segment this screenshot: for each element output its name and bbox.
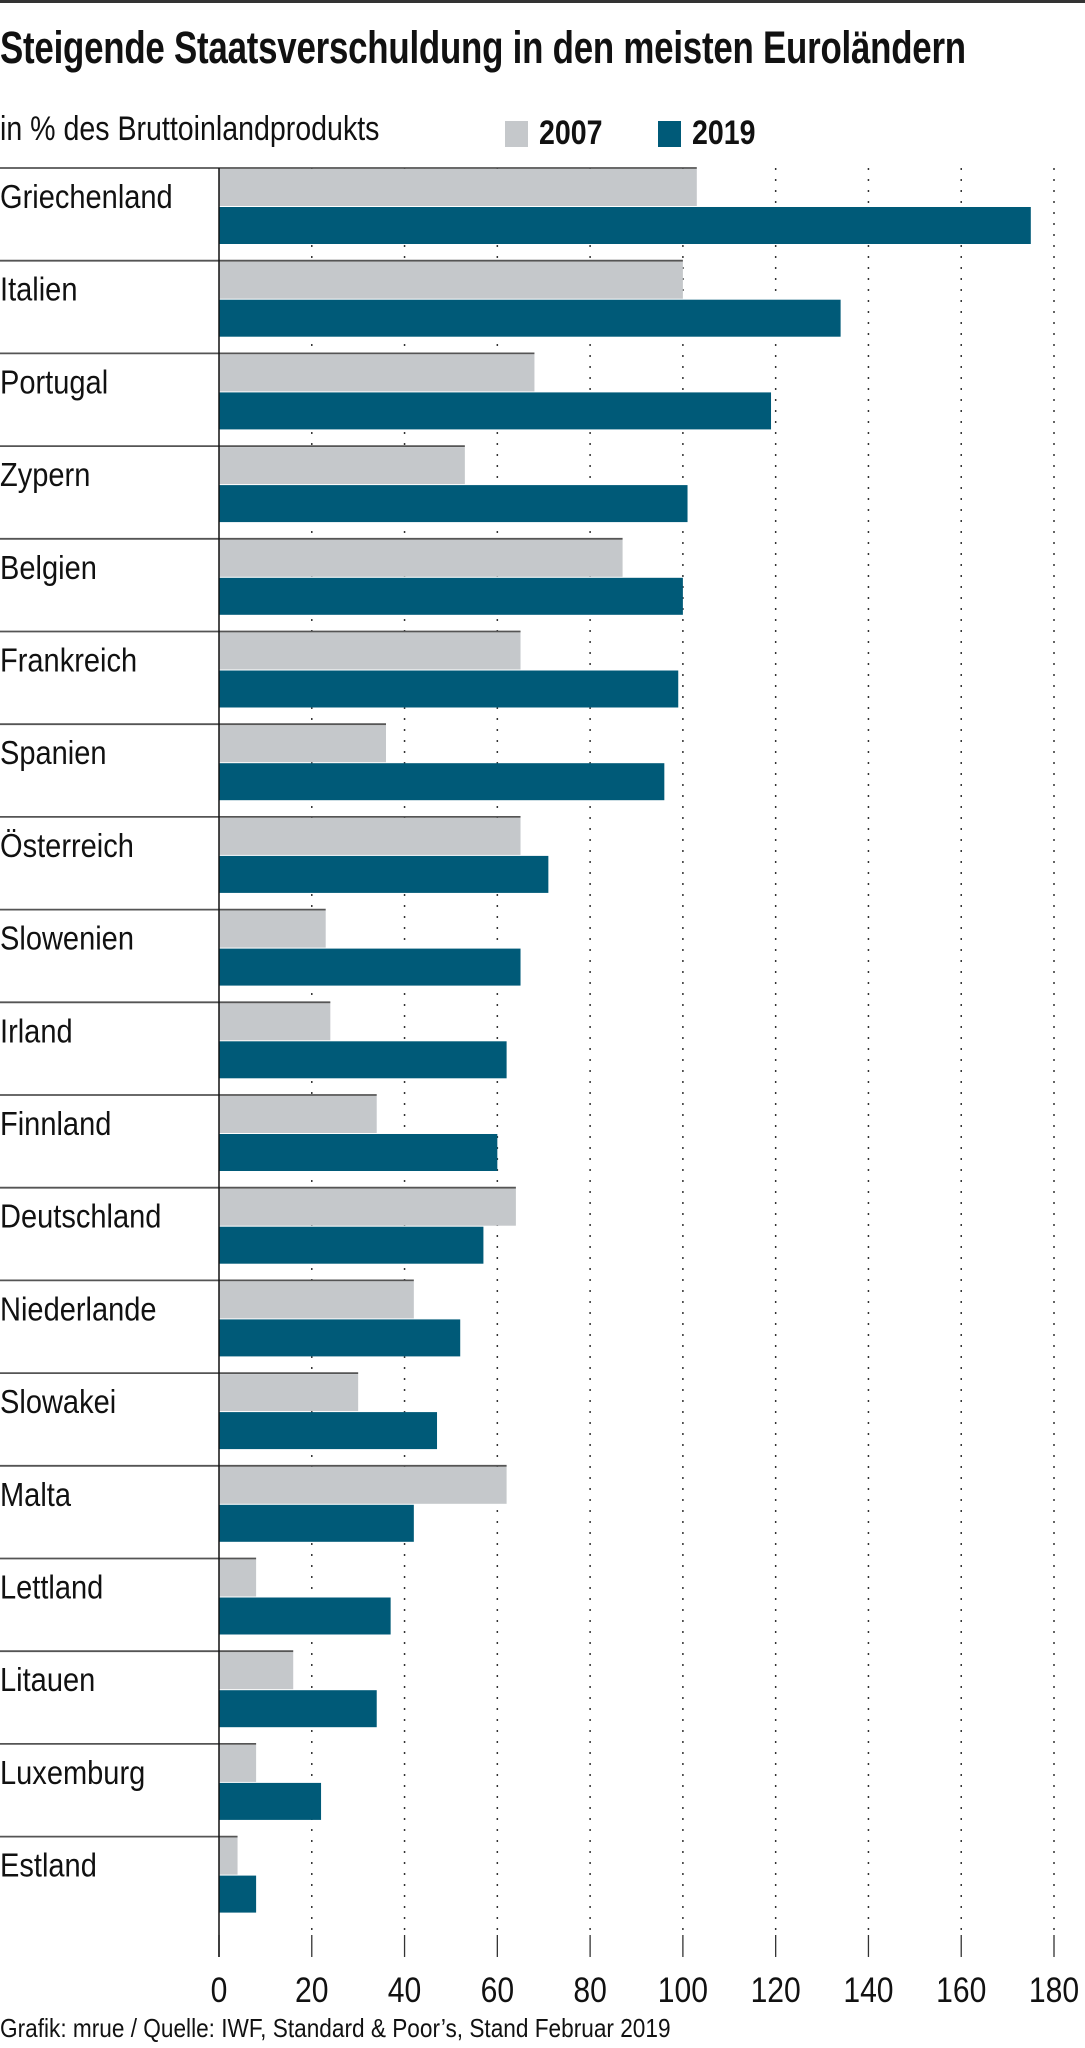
bar-2019-Österreich	[219, 855, 549, 893]
bar-2007-Litauen	[219, 1652, 294, 1690]
bar-2007-Italien	[219, 261, 683, 299]
bar-2007-Luxemburg	[219, 1744, 257, 1782]
category-label-Frankreich: Frankreich	[0, 642, 137, 679]
x-tick-label-60: 60	[481, 1970, 514, 2010]
bar-2019-Litauen	[219, 1690, 377, 1728]
top-rule	[0, 0, 1085, 3]
x-tick-label-80: 80	[573, 1970, 606, 2010]
chart-title: Steigende Staatsverschuldung in den meis…	[0, 22, 966, 73]
category-label-Italien: Italien	[0, 271, 77, 308]
bar-2019-Frankreich	[219, 670, 679, 708]
bar-2019-Italien	[219, 299, 841, 337]
bar-2019-Spanien	[219, 763, 665, 801]
category-label-Luxemburg: Luxemburg	[0, 1754, 145, 1791]
category-label-Malta: Malta	[0, 1476, 72, 1513]
x-tick-label-100: 100	[658, 1970, 708, 2010]
x-tick-label-140: 140	[843, 1970, 893, 2010]
bar-2007-Finnland	[219, 1096, 377, 1133]
bar-2007-Slowakei	[219, 1374, 359, 1412]
bar-2007-Niederlande	[219, 1281, 414, 1319]
category-label-Österreich: Österreich	[0, 827, 134, 864]
bar-2007-Spanien	[219, 725, 386, 763]
category-label-Portugal: Portugal	[0, 364, 108, 401]
bar-2019-Deutschland	[219, 1226, 484, 1264]
bar-2007-Belgien	[219, 539, 623, 577]
bar-2019-Zypern	[219, 485, 688, 523]
bar-2007-Deutschland	[219, 1188, 516, 1226]
category-label-Griechenland: Griechenland	[0, 178, 173, 215]
bar-2019-Belgien	[219, 577, 683, 615]
bar-2019-Niederlande	[219, 1319, 461, 1357]
bar-2019-Slowakei	[219, 1412, 438, 1450]
bar-2019-Irland	[219, 1041, 507, 1079]
bar-2007-Malta	[219, 1466, 507, 1504]
category-label-Irland: Irland	[0, 1013, 73, 1050]
x-tick-label-180: 180	[1029, 1970, 1079, 2010]
x-tick-label-20: 20	[295, 1970, 328, 2010]
category-label-Belgien: Belgien	[0, 549, 97, 586]
bar-2007-Griechenland	[219, 169, 697, 206]
legend-swatch-2007	[505, 120, 528, 147]
bar-2007-Slowenien	[219, 910, 326, 948]
x-tick-label-40: 40	[388, 1970, 421, 2010]
source-footer: Grafik: mrue / Quelle: IWF, Standard & P…	[0, 2013, 671, 2043]
legend-swatch-2019	[658, 120, 681, 147]
bar-2019-Estland	[219, 1875, 257, 1913]
x-tick-label-160: 160	[936, 1970, 986, 2010]
x-tick-label-0: 0	[211, 1970, 228, 2010]
bar-2007-Österreich	[219, 817, 521, 855]
legend-label-2007: 2007	[539, 114, 603, 152]
category-label-Spanien: Spanien	[0, 734, 107, 771]
category-label-Estland: Estland	[0, 1847, 97, 1884]
bar-2019-Portugal	[219, 392, 772, 430]
category-label-Finnland: Finnland	[0, 1105, 111, 1142]
bar-2019-Luxemburg	[219, 1782, 322, 1820]
category-label-Lettland: Lettland	[0, 1569, 103, 1606]
category-label-Zypern: Zypern	[0, 456, 90, 493]
bar-2007-Frankreich	[219, 632, 521, 670]
bar-2019-Finnland	[219, 1134, 498, 1171]
category-label-Litauen: Litauen	[0, 1661, 95, 1698]
bar-2019-Griechenland	[219, 207, 1031, 244]
legend-item-2019: 2019	[658, 114, 768, 153]
bar-2007-Lettland	[219, 1559, 257, 1597]
bar-2019-Lettland	[219, 1597, 391, 1635]
x-tick-label-120: 120	[751, 1970, 801, 2010]
category-label-Niederlande: Niederlande	[0, 1291, 157, 1328]
category-label-Slowenien: Slowenien	[0, 920, 134, 957]
category-label-Slowakei: Slowakei	[0, 1383, 116, 1420]
bar-2007-Estland	[219, 1837, 238, 1875]
chart-subtitle: in % des Bruttoinlandprodukts	[0, 110, 380, 148]
bar-2019-Malta	[219, 1504, 414, 1542]
legend-label-2019: 2019	[692, 114, 756, 152]
bar-2007-Zypern	[219, 447, 465, 485]
bar-2007-Portugal	[219, 354, 535, 392]
legend-item-2007: 2007	[505, 114, 615, 153]
category-label-Deutschland: Deutschland	[0, 1198, 161, 1235]
bar-2007-Irland	[219, 1003, 331, 1041]
bar-2019-Slowenien	[219, 948, 521, 986]
